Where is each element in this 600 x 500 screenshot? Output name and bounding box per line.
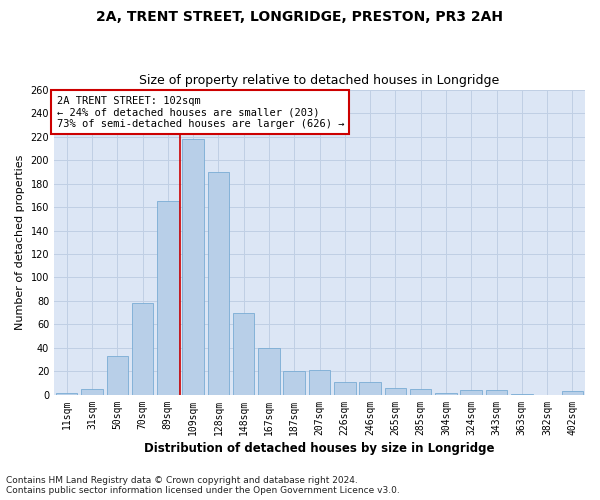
Text: 2A TRENT STREET: 102sqm
← 24% of detached houses are smaller (203)
73% of semi-d: 2A TRENT STREET: 102sqm ← 24% of detache… [56, 96, 344, 129]
Bar [56, 392, 77, 395]
Bar [486, 390, 507, 395]
Bar [182, 139, 204, 395]
Bar [208, 172, 229, 395]
Bar [107, 356, 128, 395]
Bar [157, 201, 179, 395]
Bar [410, 389, 431, 395]
Bar [460, 390, 482, 395]
Y-axis label: Number of detached properties: Number of detached properties [15, 154, 25, 330]
Text: Contains HM Land Registry data © Crown copyright and database right 2024.
Contai: Contains HM Land Registry data © Crown c… [6, 476, 400, 495]
Bar [562, 392, 583, 395]
Bar [258, 348, 280, 395]
Bar [309, 370, 330, 395]
Bar [132, 304, 153, 395]
Bar [283, 372, 305, 395]
Title: Size of property relative to detached houses in Longridge: Size of property relative to detached ho… [139, 74, 500, 87]
Bar [359, 382, 381, 395]
Bar [233, 312, 254, 395]
Text: 2A, TRENT STREET, LONGRIDGE, PRESTON, PR3 2AH: 2A, TRENT STREET, LONGRIDGE, PRESTON, PR… [97, 10, 503, 24]
Bar [334, 382, 356, 395]
Bar [511, 394, 533, 395]
X-axis label: Distribution of detached houses by size in Longridge: Distribution of detached houses by size … [144, 442, 495, 455]
Bar [81, 389, 103, 395]
Bar [385, 388, 406, 395]
Bar [435, 392, 457, 395]
